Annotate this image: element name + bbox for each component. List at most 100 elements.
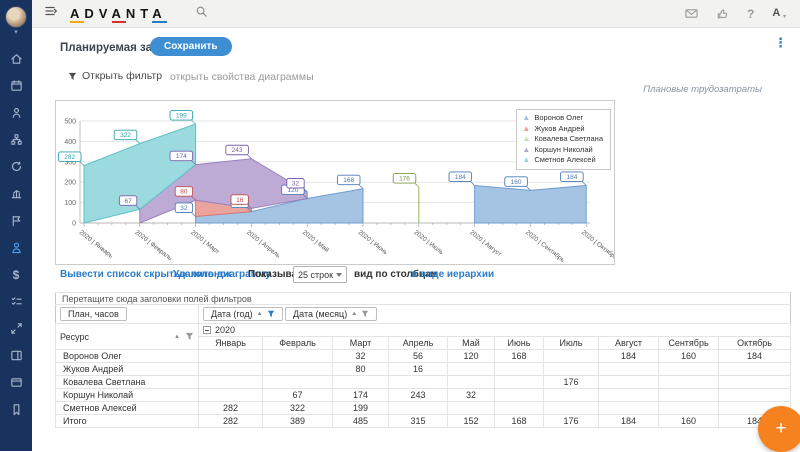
- sidebar-item-analytics[interactable]: [0, 180, 32, 207]
- home-icon: [10, 54, 22, 64]
- sidebar-item-projects[interactable]: [0, 207, 32, 234]
- legend-item[interactable]: ▲ Ковалева Светлана: [522, 134, 603, 145]
- month-column-header[interactable]: Март: [332, 336, 389, 350]
- value-cell: [598, 401, 659, 415]
- value-cell: [447, 362, 495, 376]
- sidebar-item-home[interactable]: [0, 45, 32, 72]
- value-cell: [717, 362, 792, 376]
- sidebar-item-processes[interactable]: [0, 153, 32, 180]
- svg-text:2020 | Январь: 2020 | Январь: [78, 229, 115, 260]
- show-hidden-columns-link[interactable]: Вывести список скрытых колонок: [60, 269, 232, 280]
- svg-text:2020 | Апрель: 2020 | Апрель: [245, 229, 282, 260]
- value-cell: [494, 388, 544, 402]
- floating-action-button[interactable]: +: [758, 406, 800, 452]
- value-cell: 199: [332, 401, 389, 415]
- svg-text:199: 199: [176, 113, 187, 120]
- delete-chart-link[interactable]: Удалить диаграмму: [173, 269, 271, 280]
- date-year-chip[interactable]: Дата (год) ▲: [203, 307, 283, 321]
- legend-item[interactable]: ▲ Жуков Андрей: [522, 124, 603, 135]
- table-row: Итого 282 389 485 315 152 168 176 184 160 184: [55, 414, 792, 428]
- card-icon: [10, 378, 22, 387]
- value-cell: 67: [262, 388, 333, 402]
- value-cell: [543, 401, 599, 415]
- sort-asc-icon: ▲: [351, 311, 358, 317]
- svg-text:80: 80: [180, 189, 188, 196]
- sidebar-item-reports[interactable]: [0, 342, 32, 369]
- advanta-logo[interactable]: ADVANTA: [70, 6, 167, 23]
- value-cell: 174: [332, 388, 389, 402]
- bookmark-icon: [13, 404, 19, 416]
- view-as-hierarchy-link[interactable]: в виде иерархии: [411, 269, 495, 280]
- value-cell: [388, 401, 448, 415]
- value-cell: [543, 362, 599, 376]
- month-column-header[interactable]: Июль: [543, 336, 599, 350]
- year-group-header[interactable]: 2020: [197, 323, 792, 337]
- month-column-header[interactable]: Январь: [198, 336, 263, 350]
- select-caret-icon: [336, 272, 342, 277]
- user-avatar[interactable]: [5, 6, 27, 28]
- open-filter-link[interactable]: Открыть фильтр: [68, 70, 162, 82]
- view-by-columns-label: вид по столбцам: [354, 269, 439, 280]
- value-cell: 16: [388, 362, 448, 376]
- sidebar-item-resources[interactable]: [0, 234, 32, 261]
- filter-drop-zone[interactable]: Перетащите сюда заголовки полей фильтров: [55, 292, 791, 305]
- sidebar-item-finance[interactable]: $: [0, 261, 32, 288]
- main-content: Планируемая загрузка Сохранить ⋮ Открыть…: [32, 28, 800, 452]
- legend-item[interactable]: ▲ Коршун Николай: [522, 145, 603, 156]
- value-cell: 243: [388, 388, 448, 402]
- svg-text:243: 243: [232, 147, 243, 154]
- sidebar-toggle-button[interactable]: [44, 4, 58, 23]
- legend-label: Коршун Николай: [534, 144, 593, 154]
- legend-item[interactable]: ▲ Сметнов Алексей: [522, 155, 603, 166]
- table-row: Воронов Олег 32 56 120 168 184 160 184: [55, 349, 792, 363]
- sidebar-item-structure[interactable]: [0, 126, 32, 153]
- help-icon[interactable]: ?: [747, 6, 755, 21]
- chart-legend: ▲ Воронов Олег ▲ Жуков Андрей ▲ Ковалева Свет…: [516, 109, 611, 170]
- month-column-header[interactable]: Июнь: [494, 336, 544, 350]
- svg-text:184: 184: [455, 174, 466, 181]
- sidebar-item-calendar[interactable]: [0, 72, 32, 99]
- svg-text:200: 200: [64, 180, 76, 187]
- month-column-header[interactable]: Сентябрь: [658, 336, 719, 350]
- thumbs-up-icon[interactable]: [716, 7, 729, 20]
- value-cell: 160: [658, 414, 719, 428]
- row-field-header[interactable]: Ресурс ▲: [55, 323, 199, 350]
- svg-text:322: 322: [120, 132, 131, 139]
- mail-icon[interactable]: [685, 7, 698, 20]
- value-cell: [717, 388, 792, 402]
- month-column-header[interactable]: Февраль: [262, 336, 333, 350]
- value-cell: 168: [494, 414, 544, 428]
- value-cell: 184: [598, 414, 659, 428]
- calendar-icon: [10, 80, 22, 91]
- measure-chip[interactable]: План, часов: [60, 307, 127, 321]
- sidebar-item-dashboards[interactable]: [0, 369, 32, 396]
- month-column-header[interactable]: Октябрь: [717, 336, 792, 350]
- legend-marker-icon: ▲: [522, 123, 531, 133]
- sidebar-item-bookmarks[interactable]: [0, 396, 32, 423]
- kebab-menu-icon[interactable]: ⋮: [774, 35, 787, 50]
- resource-name-cell: Воронов Олег: [55, 349, 199, 363]
- month-column-header[interactable]: Август: [598, 336, 659, 350]
- collapse-icon[interactable]: [203, 326, 211, 334]
- month-column-header[interactable]: Май: [447, 336, 495, 350]
- legend-label: Сметнов Алексей: [534, 155, 596, 164]
- search-icon[interactable]: [195, 5, 208, 23]
- value-cell: 152: [447, 414, 495, 428]
- date-month-chip[interactable]: Дата (месяц) ▲: [285, 307, 378, 321]
- workload-chart[interactable]: 0 100 200 300 400 500 2020 | Январь 2020 | Февр…: [56, 101, 620, 264]
- user-menu[interactable]: A ▾: [772, 7, 786, 20]
- legend-item[interactable]: ▲ Воронов Олег: [522, 113, 603, 124]
- sidebar-item-employees[interactable]: [0, 99, 32, 126]
- value-cell: [543, 388, 599, 402]
- sort-asc-icon: ▲: [256, 311, 263, 317]
- sidebar: ▾ $: [0, 0, 32, 451]
- month-column-header[interactable]: Апрель: [388, 336, 448, 350]
- rows-per-page-select[interactable]: 25 строк: [293, 266, 347, 283]
- sidebar-item-tasks[interactable]: [0, 288, 32, 315]
- open-chart-properties-link[interactable]: открыть свойства диаграммы: [170, 71, 314, 83]
- avatar-chevron-down-icon[interactable]: ▾: [14, 29, 18, 36]
- save-button[interactable]: Сохранить: [150, 37, 232, 56]
- legend-marker-icon: ▲: [522, 113, 531, 123]
- value-cell: [388, 375, 448, 389]
- sidebar-item-expand[interactable]: [0, 315, 32, 342]
